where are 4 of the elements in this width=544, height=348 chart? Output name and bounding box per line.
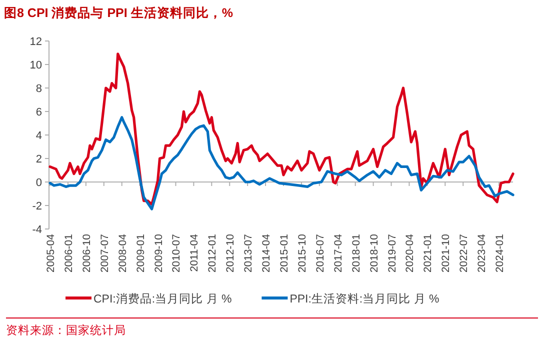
- legend-label: PPI:生活资料:当月同比 月 %: [290, 292, 440, 306]
- title: 图8 CPI 消费品与 PPI 生活资料同比，%: [4, 6, 233, 20]
- annotation: 资料来源：国家统计局: [6, 325, 126, 337]
- legend-label: CPI:消费品:当月同比 月 %: [94, 292, 232, 306]
